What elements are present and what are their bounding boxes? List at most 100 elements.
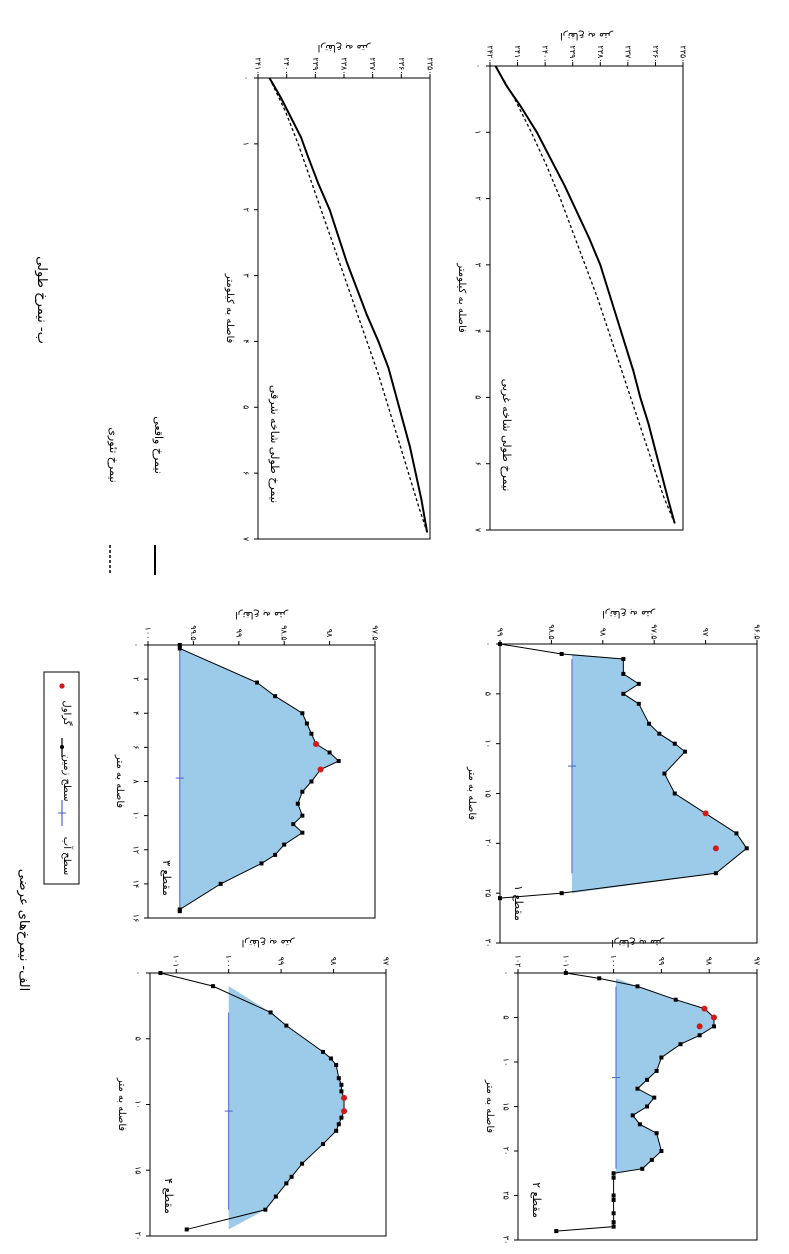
x-tick-label: ۵	[242, 405, 251, 409]
ground-point	[273, 1194, 278, 1199]
ground-point	[636, 701, 641, 706]
gravel-point	[702, 810, 709, 817]
x-tick-label: ۸	[132, 779, 141, 784]
y-tick-label: ۹۶.۵	[753, 624, 762, 639]
ground-point	[657, 731, 662, 736]
water-area	[571, 644, 747, 899]
ground-point	[284, 1023, 289, 1028]
x-tick-label: ۰	[502, 971, 511, 975]
y-tick-label: ۲۳۸۰	[596, 45, 605, 62]
x-tick-label: ۱۲	[132, 845, 141, 854]
ground-point	[559, 891, 564, 896]
y-tick-label: ۱۰۰	[224, 955, 233, 968]
ground-point	[744, 846, 749, 851]
series-theory-line	[268, 77, 428, 533]
ground-point	[273, 852, 278, 857]
series-real-line	[494, 65, 676, 524]
y-tick-label: ۲۳۹۰	[311, 57, 320, 74]
y-tick-label: ۱۰۰	[609, 955, 618, 968]
legend-gravel-marker	[59, 683, 65, 689]
legend-water-label: سطح آب	[61, 837, 74, 875]
y-tick-label: ۲۳۸۰	[340, 57, 349, 74]
ground-point	[321, 1141, 326, 1146]
chart-cross-1: مقطع ۱ ۹۶.۵ ۹۷ ۹۷.۵ ۹۸ ۹۸.۵ ۹۹ ۰ ۵ ۱۰ ۱۵ ۲۰ ۲۵ ۳۰ ارتف…	[466, 608, 762, 947]
ground-point	[647, 721, 652, 726]
x-tick-label: ۰	[474, 64, 483, 68]
y-tick-label: ۹۸.۵	[280, 625, 289, 640]
y-tick-label: ۹۸	[325, 629, 334, 638]
x-tick-label: ۴	[132, 711, 141, 715]
gravel-point	[341, 1108, 348, 1115]
ground-point	[273, 694, 278, 699]
x-tick-label: ۳۰	[502, 1236, 511, 1245]
ground-point	[339, 1082, 344, 1087]
ground-point	[636, 681, 641, 686]
gravel-point	[712, 845, 719, 852]
x-tick-label: ۰	[134, 971, 143, 975]
ground-point	[254, 680, 259, 685]
ground-point	[218, 881, 223, 886]
legend-ground-marker	[60, 745, 64, 749]
y-axis-title: ارتفاع به متر	[318, 42, 372, 53]
gravel-point	[710, 1014, 717, 1021]
y-tick-label: ۱۰۰	[144, 627, 153, 640]
ground-point	[649, 1157, 654, 1162]
section-label: مقطع ۳	[160, 860, 173, 896]
y-tick-label: ۹۸	[598, 628, 607, 637]
series-real-line	[268, 77, 429, 533]
ground-point	[611, 1175, 616, 1180]
chart-title: نیمرخ طولی شاخه غربی	[500, 379, 513, 492]
ground-point	[621, 671, 626, 676]
legend-real-label: نیمرخ واقعی	[152, 416, 165, 474]
ground-point	[711, 1024, 716, 1029]
y-tick-label: ۲۳۷۰	[368, 57, 377, 74]
ground-point	[683, 749, 688, 754]
legend-gravel-label: گراول	[61, 700, 73, 725]
ground-point	[300, 711, 305, 716]
x-tick-label: ۴	[242, 339, 251, 343]
ground-point	[645, 1104, 650, 1109]
x-tick-label: ۵	[484, 692, 493, 696]
water-area	[179, 645, 339, 912]
ground-point	[654, 1131, 659, 1136]
ground-point	[635, 984, 640, 989]
y-tick-label: ۲۴۰۰	[282, 57, 291, 74]
chart-long-west: نیمرخ طولی شاخه غربی۲۳۵۰۲۳۶۰۲۳۷۰۲۳۸۰۲۳۹۰…	[456, 30, 688, 533]
plot-frame	[489, 65, 684, 531]
ground-point	[637, 1122, 642, 1127]
legend-cross-sections: گراول سطح زمین سطح آب	[43, 671, 80, 885]
ground-point	[328, 1056, 333, 1061]
legend-ground-label: سطح زمین	[61, 754, 72, 801]
x-tick-label: ۶	[132, 745, 141, 749]
ground-point	[713, 871, 718, 876]
ground-point	[635, 1086, 640, 1091]
ground-line	[160, 972, 345, 1230]
x-axis-title: فاصله به کیلومتر	[456, 262, 467, 333]
ground-point	[284, 1181, 289, 1186]
ground-point	[554, 1229, 559, 1234]
y-tick-label: ۹۹	[234, 629, 243, 638]
y-tick-label: ۲۳۵۰	[679, 45, 688, 62]
ground-point	[734, 831, 739, 836]
y-tick-label: ۹۷.۵	[371, 625, 380, 640]
part-a-title: الف- نیمرخ‌های عرضی	[16, 869, 31, 991]
ground-point	[336, 759, 341, 764]
y-tick-label: ۹۸.۵	[547, 624, 556, 639]
x-tick-label: ۴	[474, 329, 483, 333]
x-tick-label: ۵	[502, 1015, 511, 1019]
ground-point	[673, 997, 678, 1002]
plot-frame	[257, 77, 431, 540]
ground-point	[559, 651, 564, 656]
y-tick-label: ۲۳۵۰	[426, 57, 435, 74]
ground-point	[327, 750, 332, 755]
ground-point	[678, 1042, 683, 1047]
y-axis-title: ارتفاع به متر	[560, 30, 614, 41]
x-tick-label: ۳	[474, 263, 483, 268]
y-tick-label: ۲۳۶۰	[397, 57, 406, 74]
y-tick-label: ۱۰۲	[514, 955, 523, 968]
ground-point	[336, 1122, 341, 1127]
ground-point	[611, 1171, 616, 1176]
plots-layer: نیمرخ طولی شاخه شرقی۲۳۵۰۲۳۶۰۲۳۷۰۲۳۸۰۲۳۹۰…	[114, 30, 762, 1244]
legend-theory-label: نیمرخ تئوری	[107, 427, 120, 482]
x-tick-label: ۷	[474, 528, 483, 533]
